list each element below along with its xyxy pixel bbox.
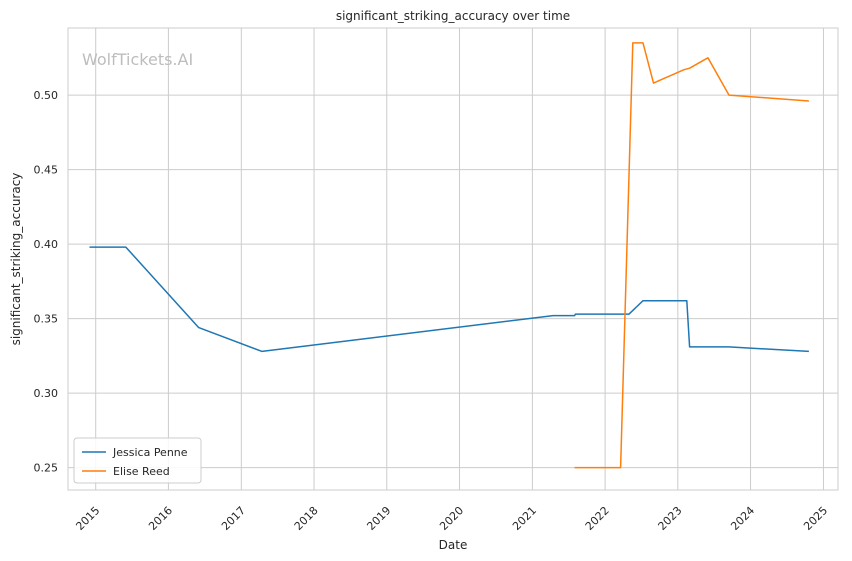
x-axis-label: Date [439,538,468,552]
legend-label-elise-reed: Elise Reed [113,465,170,478]
grid-lines [68,28,838,490]
y-tick-label: 0.30 [34,387,59,400]
legend-label-jessica-penne: Jessica Penne [112,446,188,459]
y-tick-label: 0.40 [34,238,59,251]
plot-frame [67,27,839,491]
y-tick-label: 0.35 [34,313,59,326]
y-axis-label: significant_striking_accuracy [9,173,23,346]
y-tick-label: 0.50 [34,89,59,102]
y-tick-label: 0.45 [34,164,59,177]
series-layer [89,42,809,469]
series-line-jessica-penne [89,246,809,353]
watermark-text: WolfTickets.AI [82,50,193,69]
y-axis-ticks: 0.25 0.30 0.35 0.40 0.45 0.50 [34,89,59,475]
y-tick-label: 0.25 [34,462,59,475]
series-line-elise-reed [574,42,809,469]
legend: Jessica Penne Elise Reed [73,437,202,484]
chart-title: significant_striking_accuracy over time [336,9,570,23]
